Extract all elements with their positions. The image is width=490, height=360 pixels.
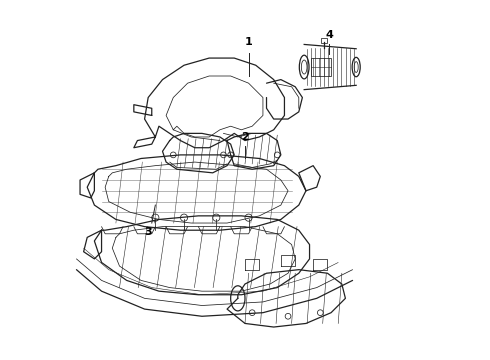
Bar xyxy=(321,39,327,43)
Text: 3: 3 xyxy=(145,227,152,237)
Text: 4: 4 xyxy=(325,30,333,40)
Bar xyxy=(311,58,331,76)
Text: 1: 1 xyxy=(245,37,252,47)
Text: 2: 2 xyxy=(241,132,249,141)
